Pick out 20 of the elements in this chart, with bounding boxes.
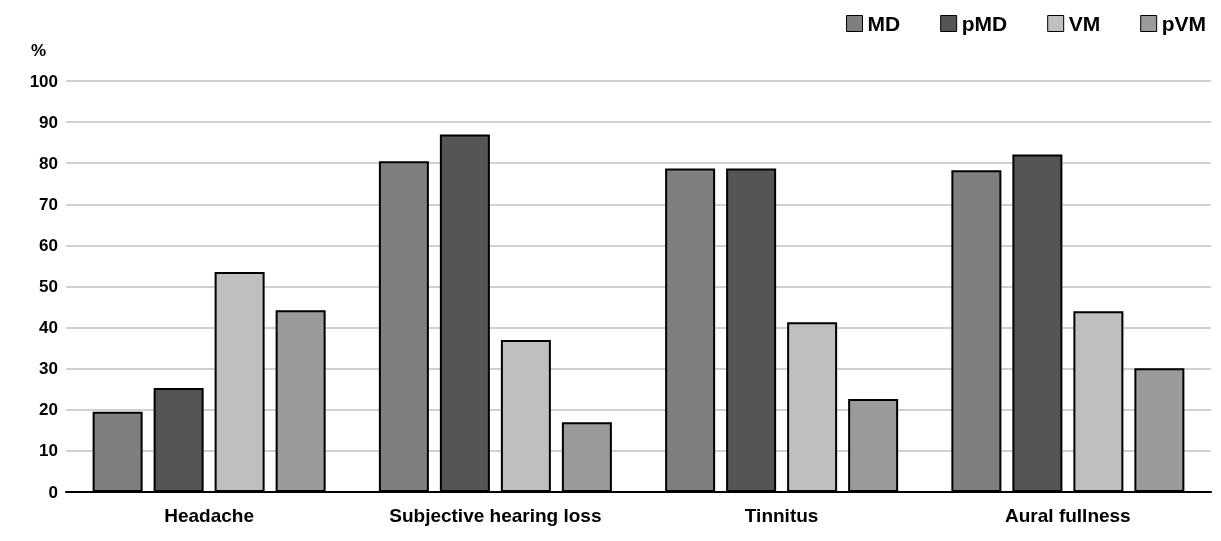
legend-label: pMD	[961, 12, 1008, 35]
legend-label: MD	[867, 12, 901, 35]
x-tick-label: Tinnitus	[744, 505, 819, 526]
y-tick-label: 80	[39, 153, 58, 173]
x-tick-label: Headache	[164, 505, 255, 526]
x-tick-label: Subjective hearing loss	[389, 505, 602, 526]
y-tick-label: 50	[39, 277, 58, 296]
y-tick-label: 10	[39, 441, 58, 461]
legend-label: pVM	[1161, 12, 1206, 35]
y-tick-label: 90	[39, 112, 58, 132]
y-tick-label: 0	[48, 482, 58, 502]
y-tick-label: 60	[39, 235, 58, 255]
y-tick-label: 100	[29, 71, 58, 91]
y-tick-label: 40	[39, 318, 58, 338]
y-axis-title: %	[30, 41, 46, 60]
legend-label: VM	[1068, 12, 1101, 35]
y-tick-label: 70	[39, 194, 58, 214]
y-tick-label: 30	[39, 359, 58, 379]
y-tick-label: 20	[39, 400, 58, 420]
x-tick-label: Aural fullness	[1005, 505, 1131, 526]
